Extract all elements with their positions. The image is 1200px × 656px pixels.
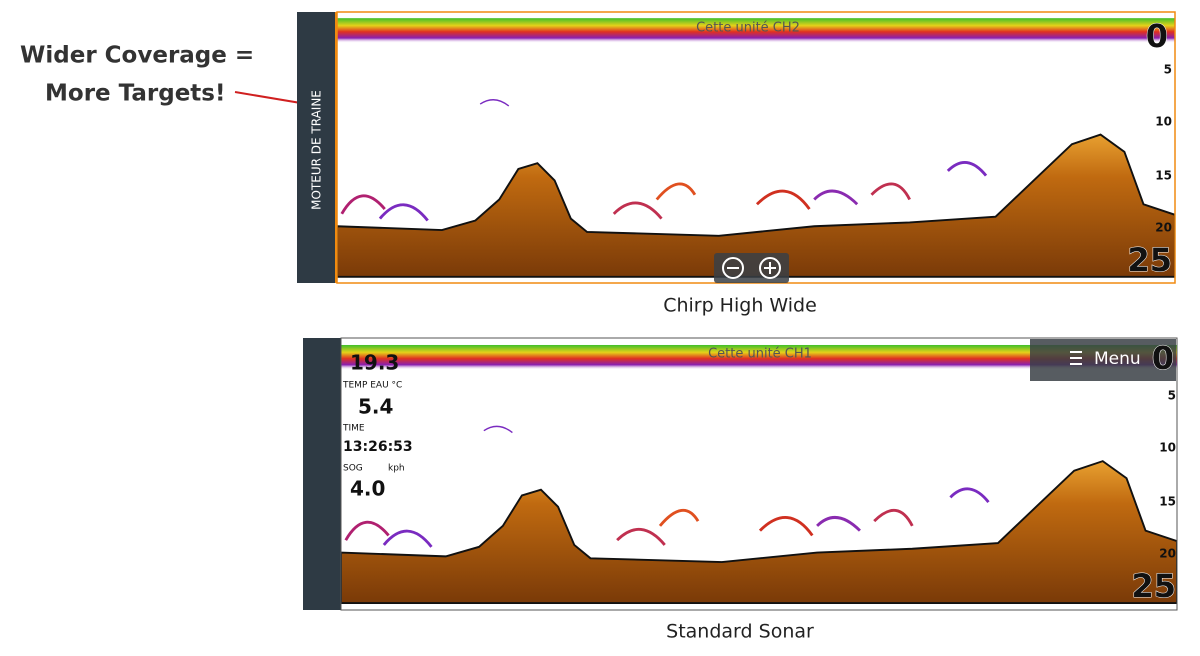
- depth-label: 10: [1155, 115, 1172, 129]
- zoom-in-icon[interactable]: [759, 257, 781, 279]
- depth-label: 5: [1168, 389, 1176, 403]
- side-bar: [303, 338, 341, 610]
- caption: Standard Sonar: [666, 621, 814, 643]
- sonar-image: [337, 16, 1175, 279]
- menu-label[interactable]: Menu: [1094, 349, 1141, 369]
- zoom-out-icon[interactable]: [722, 257, 744, 279]
- depth-label: 15: [1159, 495, 1176, 509]
- panel-frame: [340, 337, 1178, 611]
- zoom-bar: [714, 253, 789, 283]
- readout-label: SOG: [343, 464, 363, 474]
- side-bar: [297, 12, 337, 283]
- depth-label: 20: [1155, 221, 1172, 235]
- readout-value: 13:26:53: [343, 439, 413, 455]
- side-label: MOTEUR DE TRAINE: [310, 90, 324, 210]
- readout-unit: kph: [388, 464, 405, 474]
- menu-background[interactable]: [1030, 339, 1176, 381]
- sonar-image: [341, 343, 1177, 605]
- depth-label: 10: [1159, 441, 1176, 455]
- depth-label: 0: [1152, 339, 1174, 377]
- channel-header: Cette unité CH1: [708, 347, 812, 362]
- readout-label: TIME: [342, 424, 365, 434]
- depth-label: 20: [1159, 547, 1176, 561]
- depth-label: 0: [1146, 17, 1168, 55]
- zoom-out-button[interactable]: [722, 257, 744, 279]
- depth-label: 15: [1155, 169, 1172, 183]
- depth-label: 25: [1127, 241, 1172, 279]
- sonar-panel: MOTEUR DE TRAINE Cette unité CH2 0 5 10 …: [297, 11, 1176, 284]
- depth-label: 25: [1131, 567, 1176, 605]
- readout-value: 19.3: [350, 351, 399, 375]
- sonar-panel: Cette unité CH1 Menu 0 5 10 15 20 25 19.…: [303, 337, 1178, 611]
- annotation-line: More Targets!: [45, 81, 225, 107]
- menu-button[interactable]: Menu: [1030, 339, 1176, 381]
- zoom-in-button[interactable]: [759, 257, 781, 279]
- readout-label: TEMP EAU °C: [342, 381, 402, 391]
- depth-label: 5: [1164, 63, 1172, 77]
- caption: Chirp High Wide: [663, 295, 817, 317]
- readout-value: 5.4: [358, 395, 393, 419]
- readout-value: 4.0: [350, 477, 385, 501]
- channel-header: Cette unité CH2: [696, 21, 800, 36]
- annotation-line: Wider Coverage =: [20, 43, 254, 69]
